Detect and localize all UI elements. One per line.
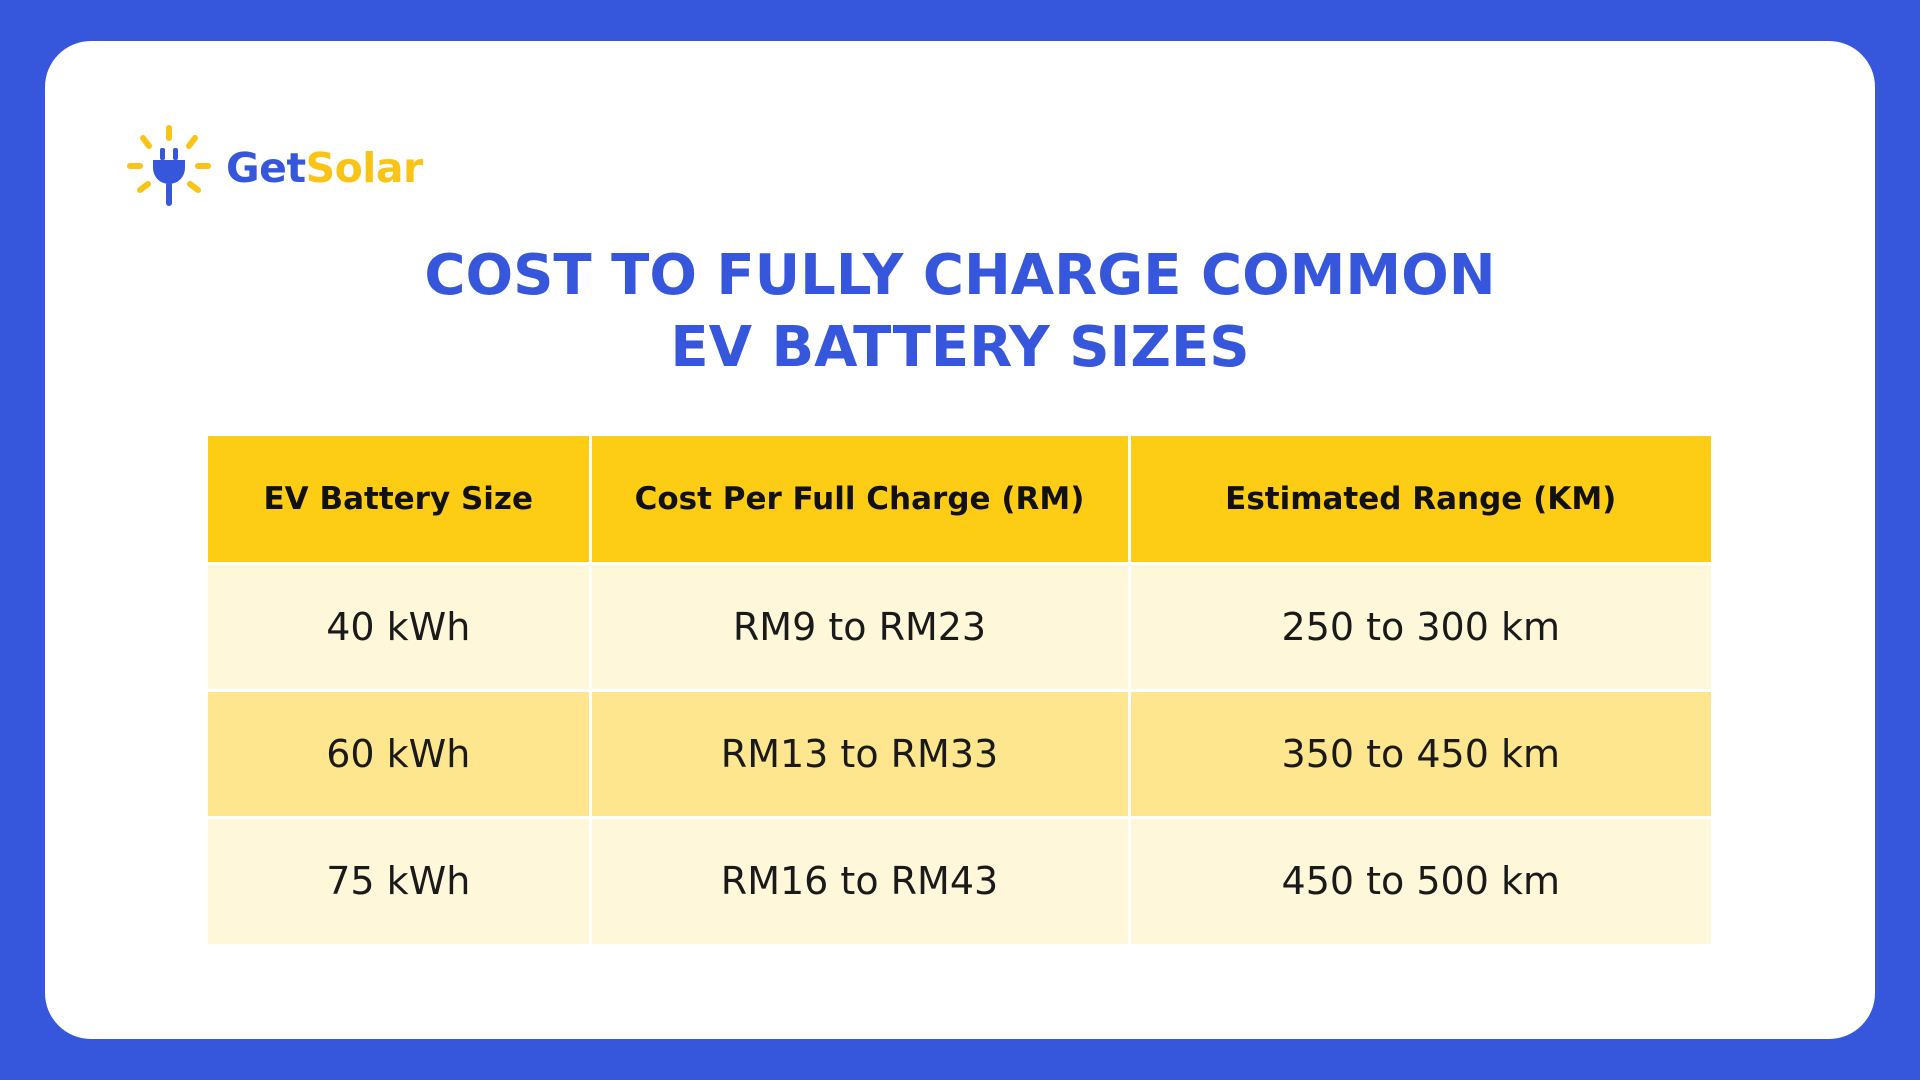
cell-battery-size: 60 kWh: [208, 690, 592, 819]
brand-name-solar: Solar: [305, 144, 424, 192]
header-estimated-range: Estimated Range (KM): [1127, 436, 1711, 565]
header-cost-per-charge: Cost Per Full Charge (RM): [588, 436, 1131, 565]
cell-range: 450 to 500 km: [1127, 817, 1711, 944]
page-title-line-2: EV BATTERY SIZES: [670, 315, 1250, 380]
cell-range: 350 to 450 km: [1127, 690, 1711, 819]
cell-cost: RM9 to RM23: [588, 563, 1131, 692]
table-row: 60 kWh RM13 to RM33 350 to 450 km: [208, 690, 1711, 819]
table-row: 40 kWh RM9 to RM23 250 to 300 km: [208, 563, 1711, 692]
cell-cost: RM13 to RM33: [588, 690, 1131, 819]
battery-cost-table: EV Battery Size Cost Per Full Charge (RM…: [208, 436, 1711, 944]
page-title-line-1: COST TO FULLY CHARGE COMMON: [424, 243, 1496, 308]
page-title: COST TO FULLY CHARGE COMMON EV BATTERY S…: [0, 240, 1920, 384]
cell-battery-size: 40 kWh: [208, 563, 592, 692]
cell-cost: RM16 to RM43: [588, 817, 1131, 944]
cell-battery-size: 75 kWh: [208, 817, 592, 944]
table-header-row: EV Battery Size Cost Per Full Charge (RM…: [208, 436, 1711, 565]
brand-logo: GetSolar: [126, 124, 423, 212]
table-row: 75 kWh RM16 to RM43 450 to 500 km: [208, 817, 1711, 944]
header-battery-size: EV Battery Size: [208, 436, 592, 565]
solar-plug-icon: [127, 125, 211, 206]
cell-range: 250 to 300 km: [1127, 563, 1711, 692]
brand-name-get: Get: [226, 144, 306, 192]
brand-name: GetSolar: [226, 144, 423, 192]
